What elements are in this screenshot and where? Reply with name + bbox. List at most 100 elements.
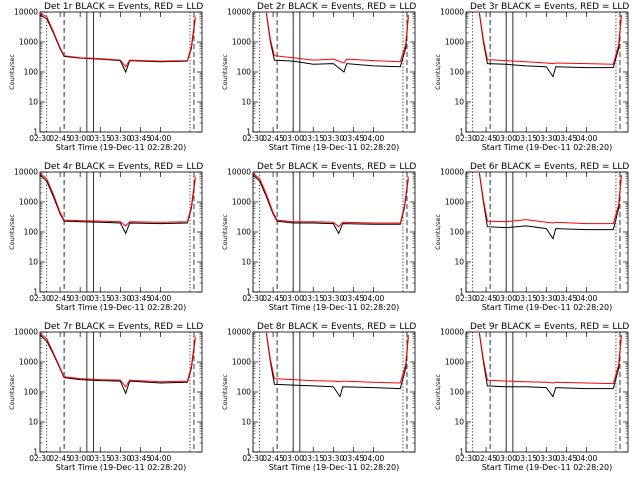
y-tick-label: 10 [28, 98, 38, 107]
x-tick-label: 03:45 [343, 454, 365, 463]
y-tick-label: 10000 [14, 8, 38, 17]
x-tick-label: 03:45 [130, 454, 152, 463]
x-tick-label: 02:30 [29, 454, 51, 463]
x-tick-label: 03:45 [343, 134, 365, 143]
chart-panel-7: Det 7r BLACK = Events, RED = LLD 1 10 100 10… [8, 322, 203, 472]
series-line-events [39, 334, 196, 395]
y-tick-label: 1 [459, 128, 464, 137]
x-tick-label: 03:45 [556, 454, 578, 463]
series-line-lld [478, 332, 622, 385]
y-tick-label: 10 [454, 258, 464, 267]
x-tick-label: 03:15 [302, 454, 324, 463]
y-tick-label: 10000 [14, 168, 38, 177]
chart-title: Det 5r BLACK = Events, RED = LLD [257, 162, 416, 172]
x-tick-label: 03:00 [69, 134, 91, 143]
chart-title: Det 4r BLACK = Events, RED = LLD [44, 162, 203, 172]
y-tick-label: 10 [28, 418, 38, 427]
y-axis-label: Counts/sec [221, 54, 229, 90]
y-tick-label: 100 [237, 388, 252, 397]
y-tick-label: 1000 [445, 198, 464, 207]
x-tick-label: 02:30 [29, 294, 51, 303]
x-tick-label: 02:45 [262, 454, 284, 463]
series-line-lld [478, 172, 622, 225]
chart-title: Det 2r BLACK = Events, RED = LLD [257, 2, 416, 12]
x-tick-label: 02:30 [455, 454, 477, 463]
series-line-lld [39, 173, 196, 227]
y-tick-label: 10000 [227, 168, 251, 177]
x-axis-label: Start Time (19-Dec-11 02:28:20) [269, 143, 400, 152]
x-tick-label: 02:30 [455, 294, 477, 303]
x-tick-label: 02:30 [242, 294, 264, 303]
y-tick-label: 10000 [227, 328, 251, 337]
y-tick-label: 1000 [19, 38, 38, 47]
y-tick-label: 10 [241, 258, 251, 267]
y-tick-label: 100 [450, 228, 465, 237]
x-tick-label: 03:30 [110, 294, 132, 303]
x-tick-label: 03:15 [89, 454, 111, 463]
x-tick-label: 03:00 [282, 294, 304, 303]
y-tick-label: 10000 [227, 8, 251, 17]
x-tick-label: 03:30 [110, 134, 132, 143]
x-tick-label: 02:45 [475, 134, 497, 143]
series-line-lld [265, 332, 409, 384]
y-axis-label: Counts/sec [8, 374, 16, 410]
x-tick-label: 03:45 [343, 294, 365, 303]
y-tick-label: 1 [246, 448, 251, 457]
x-tick-label: 03:15 [302, 294, 324, 303]
x-tick-label: 03:45 [556, 294, 578, 303]
x-tick-label: 02:45 [475, 294, 497, 303]
y-tick-label: 1000 [232, 358, 251, 367]
chart-title: Det 7r BLACK = Events, RED = LLD [44, 322, 203, 332]
y-tick-label: 1 [33, 288, 38, 297]
y-axis-label: Counts/sec [434, 374, 442, 410]
y-tick-label: 1000 [445, 38, 464, 47]
x-tick-label: 02:30 [242, 134, 264, 143]
y-tick-label: 1 [459, 288, 464, 297]
x-tick-label: 03:45 [130, 294, 152, 303]
x-tick-label: 02:45 [262, 294, 284, 303]
series-line-lld [39, 12, 196, 68]
x-axis-label: Start Time (19-Dec-11 02:28:20) [269, 463, 400, 472]
x-tick-label: 03:00 [282, 454, 304, 463]
y-tick-label: 10000 [440, 328, 464, 337]
x-tick-label: 03:15 [89, 134, 111, 143]
x-tick-label: 02:45 [49, 294, 71, 303]
y-axis-label: Counts/sec [434, 54, 442, 90]
x-tick-label: 03:00 [69, 294, 91, 303]
chart-panel-2: Det 2r BLACK = Events, RED = LLD 1 10 100 10… [221, 2, 416, 152]
chart-panel-1: Det 1r BLACK = Events, RED = LLD 1 10 100 10… [8, 2, 203, 152]
x-tick-label: 03:30 [323, 454, 345, 463]
y-tick-label: 10000 [14, 328, 38, 337]
chart-title: Det 6r BLACK = Events, RED = LLD [470, 162, 629, 172]
y-tick-label: 100 [450, 388, 465, 397]
y-tick-label: 100 [450, 68, 465, 77]
x-tick-label: 03:15 [515, 134, 537, 143]
x-tick-label: 03:00 [495, 454, 517, 463]
chart-panel-4: Det 4r BLACK = Events, RED = LLD 1 10 100 10… [8, 162, 203, 312]
x-tick-label: 04:00 [150, 134, 172, 143]
x-tick-label: 03:00 [69, 454, 91, 463]
y-tick-label: 10000 [440, 8, 464, 17]
chart-title: Det 1r BLACK = Events, RED = LLD [44, 2, 203, 12]
y-axis-label: Counts/sec [221, 214, 229, 250]
x-axis-label: Start Time (19-Dec-11 02:28:20) [269, 303, 400, 312]
y-axis-label: Counts/sec [221, 374, 229, 410]
x-tick-label: 03:15 [89, 294, 111, 303]
y-tick-label: 1000 [232, 198, 251, 207]
y-tick-label: 1000 [232, 38, 251, 47]
x-tick-label: 03:15 [302, 134, 324, 143]
series-line-events [478, 173, 622, 240]
x-tick-label: 03:15 [515, 454, 537, 463]
y-axis-label: Counts/sec [8, 214, 16, 250]
y-tick-label: 100 [24, 388, 39, 397]
series-line-events [265, 13, 409, 73]
x-tick-label: 04:00 [363, 454, 385, 463]
x-tick-label: 04:00 [576, 294, 598, 303]
x-tick-label: 03:30 [323, 134, 345, 143]
x-tick-label: 04:00 [576, 454, 598, 463]
x-tick-label: 02:30 [242, 454, 264, 463]
x-tick-label: 02:30 [455, 134, 477, 143]
x-tick-label: 04:00 [363, 134, 385, 143]
series-line-events [39, 14, 196, 74]
x-tick-label: 04:00 [363, 294, 385, 303]
